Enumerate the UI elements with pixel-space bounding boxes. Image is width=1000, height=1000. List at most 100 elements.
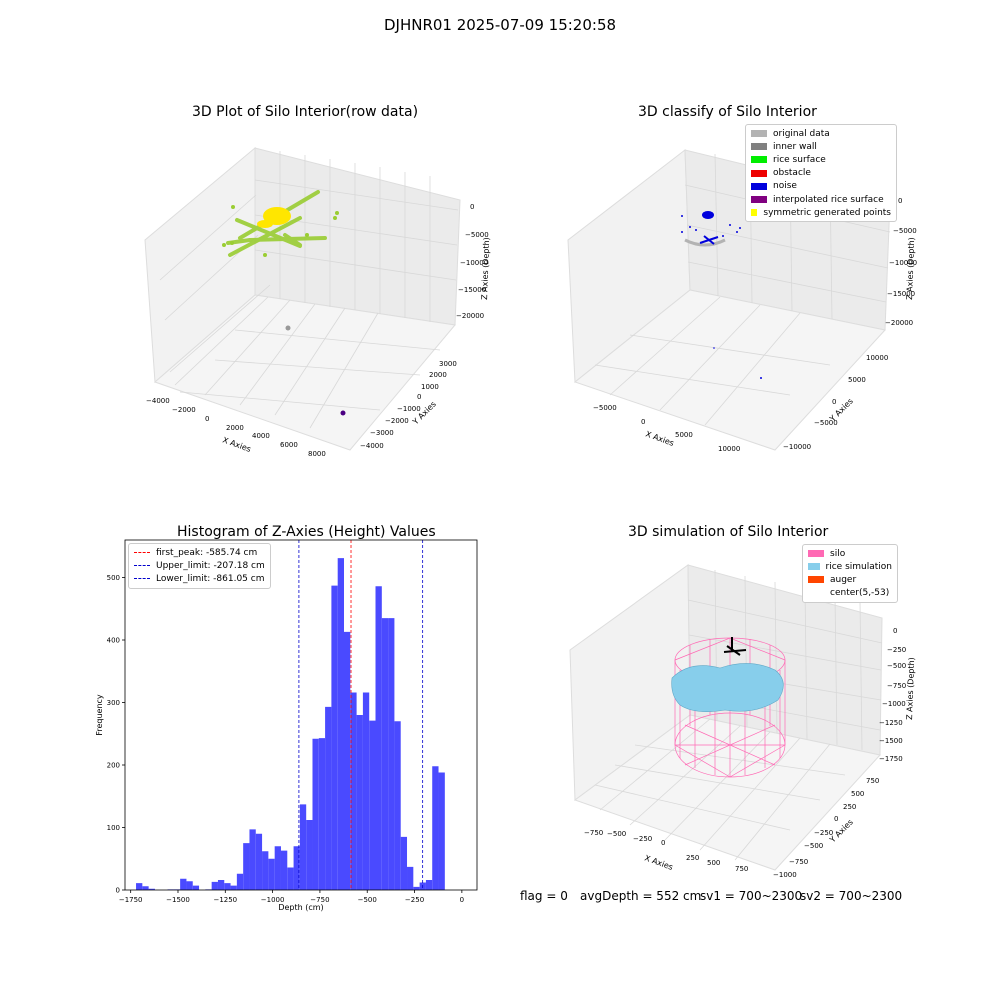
histogram-x-tick-label: −750 bbox=[310, 896, 329, 904]
svg-text:750: 750 bbox=[866, 777, 879, 785]
histogram-bar bbox=[425, 880, 433, 890]
histogram-bar bbox=[413, 886, 420, 890]
histogram-bar bbox=[356, 715, 363, 890]
histogram-bar bbox=[438, 772, 445, 890]
histogram-bar bbox=[369, 720, 376, 890]
histogram-bar bbox=[280, 850, 288, 890]
histogram-y-tick-label: 300 bbox=[107, 699, 120, 707]
histogram-y-tick-label: 100 bbox=[107, 824, 120, 832]
plot2-classify-3d: −5000 0 5000 10000 X Axies −10000 −5000 … bbox=[567, 149, 917, 453]
svg-text:−4000: −4000 bbox=[146, 397, 170, 405]
histogram-bar bbox=[243, 843, 250, 890]
histogram-y-tick-label: 200 bbox=[107, 762, 120, 770]
plot4-legend: silo rice simulation auger center(5,-53) bbox=[802, 544, 898, 603]
svg-text:−2000: −2000 bbox=[172, 406, 196, 414]
histogram-bar bbox=[394, 721, 401, 890]
plot1-z-label: Z Axies (Depth) bbox=[480, 237, 491, 300]
plot1-y-label: Y Axies bbox=[410, 400, 438, 428]
svg-text:−1250: −1250 bbox=[879, 719, 903, 727]
svg-text:250: 250 bbox=[843, 803, 856, 811]
histogram-bar bbox=[337, 558, 344, 890]
svg-text:3000: 3000 bbox=[439, 360, 457, 368]
svg-text:−5000: −5000 bbox=[893, 227, 917, 235]
svg-text:−500: −500 bbox=[887, 662, 906, 670]
svg-text:−10000: −10000 bbox=[460, 259, 488, 267]
plot1-scatter-dots bbox=[222, 205, 339, 257]
svg-text:5000: 5000 bbox=[675, 431, 693, 439]
histogram-bar bbox=[268, 858, 275, 890]
histogram-x-tick-label: −1250 bbox=[213, 896, 237, 904]
plot2-points bbox=[681, 211, 762, 379]
svg-text:0: 0 bbox=[641, 418, 645, 426]
histogram-bar bbox=[331, 585, 338, 890]
histogram-bar bbox=[148, 888, 155, 890]
figure-title: DJHNR01 2025-07-09 15:20:58 bbox=[383, 16, 617, 34]
svg-text:750: 750 bbox=[735, 865, 748, 873]
histogram-bar bbox=[274, 846, 281, 890]
histogram-bar bbox=[236, 873, 244, 890]
svg-text:−750: −750 bbox=[584, 829, 603, 837]
svg-text:5000: 5000 bbox=[848, 376, 866, 384]
plot4-z-label: Z Axies (Depth) bbox=[905, 657, 916, 720]
plot2-title: 3D classify of Silo Interior bbox=[638, 104, 817, 120]
plot1-far-point bbox=[340, 410, 346, 416]
svg-text:−15000: −15000 bbox=[887, 290, 915, 298]
histogram-x-tick-label: −500 bbox=[358, 896, 377, 904]
plot1-y-ticks: −4000 −3000 −2000 −1000 0 1000 2000 3000 bbox=[360, 360, 457, 450]
svg-text:500: 500 bbox=[707, 859, 720, 867]
histogram-bar bbox=[400, 836, 408, 890]
plot1-top-cluster bbox=[263, 207, 291, 225]
histogram-bar bbox=[217, 880, 225, 890]
plot2-legend: original data inner wall rice surface ob… bbox=[745, 124, 897, 223]
plot1-z-ticks: 0 −5000 −10000 −15000 −20000 bbox=[456, 203, 489, 320]
svg-text:−15000: −15000 bbox=[458, 286, 486, 294]
histogram-x-tick-label: −250 bbox=[405, 896, 424, 904]
plot1-floor-pane bbox=[154, 294, 456, 451]
histogram-bar bbox=[180, 878, 187, 890]
histogram-bar bbox=[362, 692, 370, 890]
svg-text:250: 250 bbox=[686, 854, 699, 862]
svg-text:0: 0 bbox=[898, 197, 902, 205]
svg-text:0: 0 bbox=[205, 415, 209, 423]
plot4-title: 3D simulation of Silo Interior bbox=[628, 524, 829, 540]
histogram-chart: −1750 −1500 −1250 −1000 −750 −500 −250 0 0 100 20… bbox=[95, 539, 478, 912]
svg-text:0: 0 bbox=[470, 203, 474, 211]
histogram-bars bbox=[136, 558, 445, 890]
histogram-x-tick-label: −1500 bbox=[166, 896, 190, 904]
plot1-raw-3d: −4000 −2000 0 2000 4000 6000 8000 X Axie… bbox=[144, 146, 491, 458]
svg-text:4000: 4000 bbox=[252, 432, 270, 440]
status-sv1: sv1 = 700~2300 bbox=[700, 889, 803, 903]
histogram-bar bbox=[262, 851, 269, 890]
svg-text:0: 0 bbox=[661, 839, 665, 847]
status-avg-depth: avgDepth = 552 cm bbox=[580, 889, 702, 903]
status-sv2: sv2 = 700~2300 bbox=[800, 889, 903, 903]
svg-text:−1000: −1000 bbox=[882, 700, 906, 708]
histogram-x-ticks: −1750 −1500 −1250 −1000 −750 −500 −250 0 bbox=[119, 890, 464, 904]
plot1-x-ticks: −4000 −2000 0 2000 4000 6000 8000 bbox=[146, 397, 326, 458]
plot4-auger bbox=[723, 637, 747, 656]
svg-text:2000: 2000 bbox=[429, 371, 447, 379]
histogram-bar bbox=[350, 692, 357, 890]
svg-text:−2000: −2000 bbox=[385, 417, 409, 425]
histogram-bar bbox=[388, 618, 395, 890]
svg-text:10000: 10000 bbox=[718, 445, 740, 453]
svg-text:−5000: −5000 bbox=[814, 419, 838, 427]
svg-text:−1000: −1000 bbox=[773, 871, 797, 879]
svg-text:500: 500 bbox=[851, 790, 864, 798]
status-flag: flag = 0 bbox=[520, 889, 568, 903]
histogram-x-label: Depth (cm) bbox=[278, 903, 323, 912]
svg-text:−1750: −1750 bbox=[879, 755, 903, 763]
svg-text:−10000: −10000 bbox=[783, 443, 811, 451]
histogram-bar bbox=[318, 738, 326, 890]
svg-text:0: 0 bbox=[893, 627, 897, 635]
plot1-x-label: X Axies bbox=[221, 435, 252, 454]
plot4-rice-surface bbox=[671, 663, 784, 712]
plot1-outlier-point bbox=[285, 325, 291, 331]
histogram-bar bbox=[343, 631, 351, 890]
histogram-bar bbox=[312, 738, 319, 890]
histogram-legend: first_peak: -585.74 cm Upper_limit: -207… bbox=[128, 543, 271, 589]
histogram-bar bbox=[186, 881, 193, 890]
histogram-bar bbox=[192, 885, 200, 890]
svg-text:−250: −250 bbox=[887, 646, 906, 654]
histogram-bar bbox=[407, 866, 414, 890]
